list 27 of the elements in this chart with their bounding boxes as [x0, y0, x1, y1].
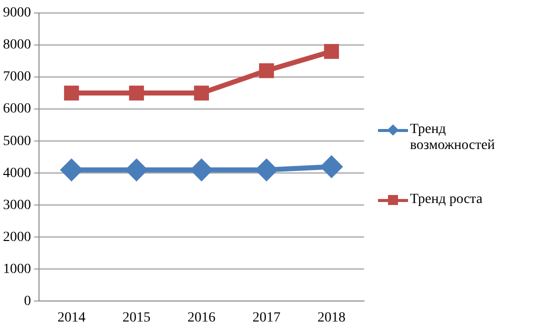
x-tick-label: 2018 [318, 310, 346, 326]
y-tick-label: 7000 [3, 70, 31, 85]
y-tick-label: 1000 [3, 262, 31, 277]
legend-label: Тренд роста [410, 192, 482, 208]
point [259, 63, 274, 78]
point [191, 159, 212, 180]
x-tick-label: 2014 [58, 310, 86, 326]
point [194, 86, 209, 101]
point [321, 156, 342, 178]
y-tick-label: 3000 [3, 198, 31, 213]
point [64, 86, 79, 101]
x-tick-label: 2015 [122, 310, 150, 326]
y-tick-label: 4000 [3, 166, 31, 181]
y-tick-label: 2000 [3, 230, 31, 245]
x-tick-label: 2017 [252, 310, 280, 326]
y-tick-label: 9000 [3, 6, 31, 21]
y-tick-label: 6000 [3, 102, 31, 117]
y-tick-label: 5000 [3, 134, 31, 149]
point [61, 159, 82, 180]
y-tick-label: 8000 [3, 38, 31, 53]
y-tick-label: 0 [24, 294, 31, 309]
point [256, 159, 277, 180]
legend-label: Тренд возможностей [410, 122, 496, 154]
point [324, 44, 339, 59]
x-tick-label: 2016 [188, 310, 216, 326]
point [126, 159, 147, 180]
point [129, 86, 144, 101]
